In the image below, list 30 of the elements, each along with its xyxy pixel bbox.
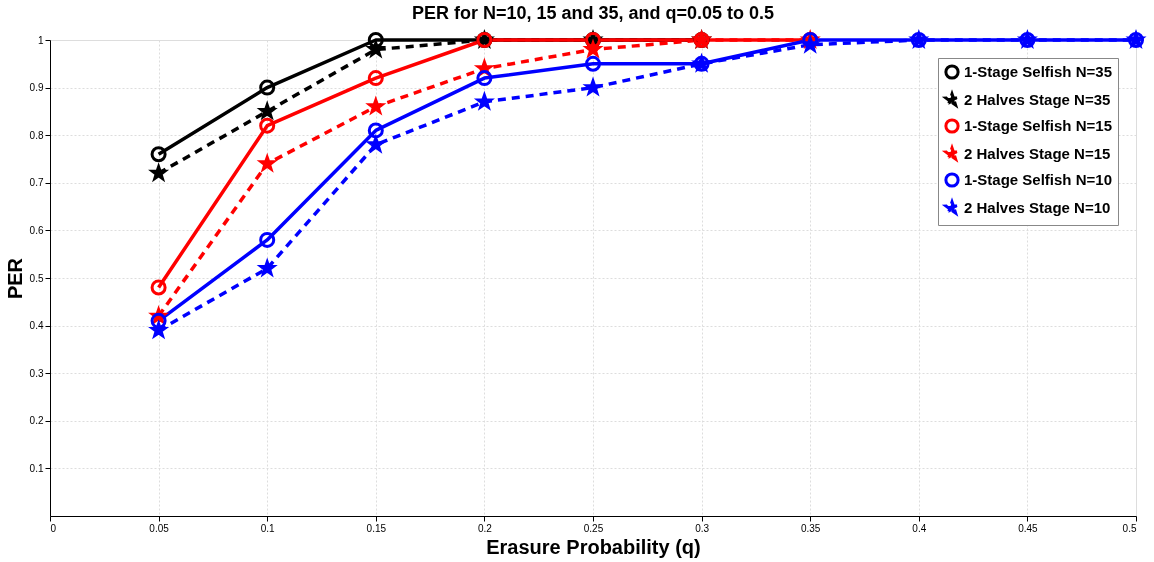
legend-label: 2 Halves Stage N=35: [964, 91, 1111, 108]
y-tick-label: 1: [37, 34, 44, 46]
legend-label: 1-Stage Selfish N=10: [964, 171, 1112, 188]
x-tick-label: 0.1: [260, 522, 276, 534]
x-tick-label: 0.5: [1122, 522, 1137, 534]
x-tick-label: 0.3: [695, 522, 710, 534]
x-tick-label: 0: [50, 522, 57, 534]
y-axis-title: PER: [3, 257, 26, 300]
x-tick-label: 0.15: [366, 522, 387, 534]
legend-label: 2 Halves Stage N=15: [964, 145, 1111, 162]
y-tick-label: 0.8: [29, 129, 44, 141]
x-tick-label: 0.35: [800, 522, 821, 534]
y-tick-label: 0.1: [29, 462, 44, 474]
legend-label: 2 Halves Stage N=10: [964, 199, 1111, 216]
legend-label: 1-Stage Selfish N=15: [964, 117, 1112, 134]
y-tick-label: 0.9: [29, 82, 44, 94]
chart-title: PER for N=10, 15 and 35, and q=0.05 to 0.5: [411, 3, 775, 24]
y-tick-label: 0.3: [29, 367, 44, 379]
legend-label: 1-Stage Selfish N=35: [964, 63, 1112, 80]
x-tick-label: 0.45: [1018, 522, 1039, 534]
y-tick-label: 0.2: [29, 415, 44, 427]
x-tick-label: 0.25: [583, 522, 604, 534]
y-tick-label: 0.6: [29, 224, 44, 236]
y-tick-label: 0.5: [29, 272, 44, 284]
x-axis-title: Erasure Probability (q): [486, 535, 701, 558]
x-tick-label: 0.4: [912, 522, 927, 534]
x-tick-label: 0.05: [149, 522, 170, 534]
y-tick-label: 0.7: [29, 177, 44, 189]
y-tick-label: 0.4: [29, 320, 44, 332]
x-tick-label: 0.2: [477, 522, 493, 534]
